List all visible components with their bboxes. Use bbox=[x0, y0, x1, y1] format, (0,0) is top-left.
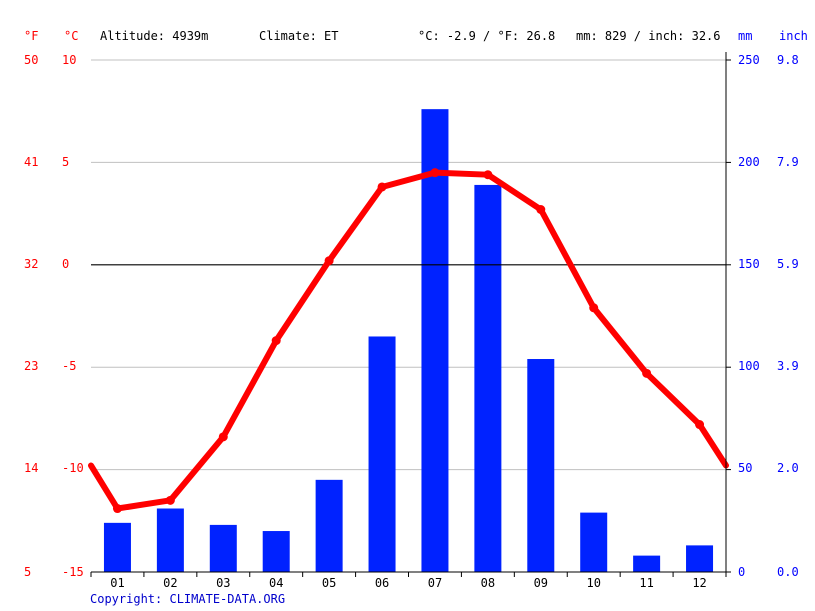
month-tick-label: 04 bbox=[269, 576, 283, 590]
c-tick-label: 0 bbox=[62, 257, 69, 271]
mm-tick-label: 250 bbox=[738, 53, 760, 67]
month-tick-label: 03 bbox=[216, 576, 230, 590]
precipitation-bar bbox=[262, 531, 290, 572]
precipitation-bar bbox=[633, 555, 661, 572]
inch-tick-label: 5.9 bbox=[777, 257, 799, 271]
precipitation-bar bbox=[421, 109, 449, 572]
month-tick-label: 08 bbox=[481, 576, 495, 590]
precipitation-bars bbox=[103, 109, 714, 573]
temperature-line bbox=[88, 169, 729, 512]
month-tick-label: 06 bbox=[375, 576, 389, 590]
temperature-point bbox=[642, 368, 652, 378]
c-tick-label: -10 bbox=[62, 461, 84, 475]
temperature-point bbox=[165, 495, 175, 505]
precipitation-bar bbox=[527, 359, 555, 572]
temperature-point bbox=[536, 205, 546, 215]
precipitation-bar bbox=[209, 524, 237, 572]
right-axis-labels: 250 200 150 100 50 0 9.8 7.9 5.9 3.9 2.0… bbox=[738, 53, 799, 579]
climate-label: Climate: ET bbox=[259, 29, 338, 43]
left-axis-labels: 50 41 32 23 14 5 10 5 0 -5 -10 -15 bbox=[24, 53, 84, 579]
f-tick-label: 5 bbox=[24, 565, 31, 579]
month-tick-label: 01 bbox=[110, 576, 124, 590]
month-tick-label: 11 bbox=[639, 576, 653, 590]
celsius-unit-label: °C bbox=[64, 29, 78, 43]
temperature-point bbox=[430, 168, 440, 178]
temperature-point bbox=[695, 420, 705, 430]
mm-unit-label: mm bbox=[738, 29, 752, 43]
precipitation-bar bbox=[156, 508, 184, 572]
c-tick-label: 10 bbox=[62, 53, 76, 67]
inch-tick-label: 9.8 bbox=[777, 53, 799, 67]
precipitation-bar bbox=[368, 336, 396, 572]
temperature-point bbox=[271, 336, 281, 346]
month-tick-label: 05 bbox=[322, 576, 336, 590]
temperature-line-group bbox=[88, 168, 729, 514]
temperature-point bbox=[483, 170, 493, 180]
inch-tick-label: 7.9 bbox=[777, 155, 799, 169]
month-tick-label: 02 bbox=[163, 576, 177, 590]
month-tick-label: 12 bbox=[692, 576, 706, 590]
temperature-point bbox=[589, 303, 599, 313]
inch-unit-label: inch bbox=[779, 29, 808, 43]
f-tick-label: 50 bbox=[24, 53, 38, 67]
fahrenheit-unit-label: °F bbox=[24, 29, 38, 43]
mm-tick-label: 100 bbox=[738, 359, 760, 373]
month-tick-label: 09 bbox=[534, 576, 548, 590]
precipitation-bar bbox=[315, 479, 343, 572]
inch-tick-label: 0.0 bbox=[777, 565, 799, 579]
axes bbox=[90, 52, 731, 577]
month-tick-label: 07 bbox=[428, 576, 442, 590]
inch-tick-label: 2.0 bbox=[777, 461, 799, 475]
temperature-point bbox=[324, 256, 334, 266]
f-tick-label: 41 bbox=[24, 155, 38, 169]
altitude-label: Altitude: 4939m bbox=[100, 29, 208, 43]
total-precipitation-label: mm: 829 / inch: 32.6 bbox=[576, 29, 721, 43]
month-tick-label: 10 bbox=[586, 576, 600, 590]
precipitation-bar bbox=[580, 512, 608, 572]
temperature-point bbox=[112, 504, 122, 514]
f-tick-label: 23 bbox=[24, 359, 38, 373]
inch-tick-label: 3.9 bbox=[777, 359, 799, 373]
month-labels: 01 02 03 04 05 06 07 08 09 10 11 12 bbox=[110, 576, 707, 590]
mm-tick-label: 0 bbox=[738, 565, 745, 579]
average-temperature-label: °C: -2.9 / °F: 26.8 bbox=[418, 29, 555, 43]
c-tick-label: -5 bbox=[62, 359, 76, 373]
mm-tick-label: 50 bbox=[738, 461, 752, 475]
f-tick-label: 32 bbox=[24, 257, 38, 271]
c-tick-label: -15 bbox=[62, 565, 84, 579]
temperature-point bbox=[377, 182, 387, 192]
mm-tick-label: 150 bbox=[738, 257, 760, 271]
f-tick-label: 14 bbox=[24, 461, 38, 475]
precipitation-bar bbox=[103, 522, 131, 572]
precipitation-bar bbox=[474, 184, 502, 573]
temperature-point bbox=[218, 432, 228, 442]
copyright-link[interactable]: Copyright: CLIMATE-DATA.ORG bbox=[90, 592, 285, 606]
c-tick-label: 5 bbox=[62, 155, 69, 169]
mm-tick-label: 200 bbox=[738, 155, 760, 169]
precipitation-bar bbox=[686, 545, 714, 572]
